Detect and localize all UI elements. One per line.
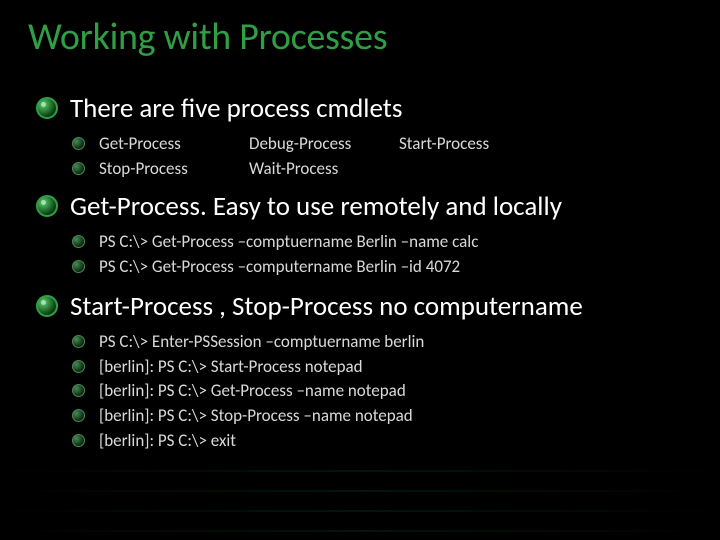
cmdlet-name: Get-Process <box>99 132 249 157</box>
code-line: [berlin]: PS C:\> Get-Process –name note… <box>72 379 424 404</box>
heading-text: There are five process cmdlets <box>70 92 402 125</box>
bullet-icon <box>72 434 85 447</box>
section-heading: Start-Process , Stop-Process no computer… <box>36 290 583 323</box>
bullet-icon <box>72 235 85 248</box>
code-text: PS C:\> Get-Process –computername Berlin… <box>99 256 460 277</box>
decor-line <box>0 530 720 532</box>
code-line: [berlin]: PS C:\> Start-Process notepad <box>72 355 424 380</box>
cmdlet-row: Stop-ProcessWait-Process <box>72 157 549 182</box>
bullet-icon <box>72 335 85 348</box>
code-text: [berlin]: PS C:\> Start-Process notepad <box>99 356 363 377</box>
code-block: PS C:\> Get-Process –comptuername Berlin… <box>72 230 478 279</box>
bullet-icon <box>72 137 85 150</box>
code-line: PS C:\> Get-Process –comptuername Berlin… <box>72 230 478 255</box>
bullet-icon <box>72 360 85 373</box>
code-line: [berlin]: PS C:\> Stop-Process –name not… <box>72 404 424 429</box>
bullet-icon <box>36 295 58 317</box>
bullet-icon <box>72 409 85 422</box>
code-text: PS C:\> Enter-PSSession –comptuername be… <box>99 331 424 352</box>
code-text: [berlin]: PS C:\> exit <box>99 430 236 451</box>
code-line: PS C:\> Enter-PSSession –comptuername be… <box>72 330 424 355</box>
bullet-icon <box>36 97 58 119</box>
cmdlet-name: Debug-Process <box>249 132 399 157</box>
code-text: [berlin]: PS C:\> Get-Process –name note… <box>99 380 406 401</box>
code-text: [berlin]: PS C:\> Stop-Process –name not… <box>99 405 413 426</box>
code-line: PS C:\> Get-Process –computername Berlin… <box>72 255 478 280</box>
slide-title: Working with Processes <box>28 14 387 60</box>
cmdlet-grid: Get-ProcessDebug-ProcessStart-Process St… <box>72 132 549 181</box>
section-heading: Get-Process. Easy to use remotely and lo… <box>36 190 562 223</box>
decor-line <box>0 510 720 512</box>
bullet-icon <box>72 384 85 397</box>
cmdlet-name: Start-Process <box>399 132 549 157</box>
heading-text: Get-Process. Easy to use remotely and lo… <box>70 190 562 223</box>
cmdlet-row: Get-ProcessDebug-ProcessStart-Process <box>72 132 549 157</box>
code-block: PS C:\> Enter-PSSession –comptuername be… <box>72 330 424 453</box>
bullet-icon <box>72 162 85 175</box>
cmdlet-name: Stop-Process <box>99 157 249 182</box>
code-line: [berlin]: PS C:\> exit <box>72 429 424 454</box>
decor-line <box>0 470 720 472</box>
section-heading: There are five process cmdlets <box>36 92 402 125</box>
slide: Working with Processes There are five pr… <box>0 0 720 540</box>
bullet-icon <box>72 260 85 273</box>
cmdlet-name: Wait-Process <box>249 157 399 182</box>
decor-line <box>0 490 720 492</box>
heading-text: Start-Process , Stop-Process no computer… <box>70 290 583 323</box>
bullet-icon <box>36 195 58 217</box>
code-text: PS C:\> Get-Process –comptuername Berlin… <box>99 231 478 252</box>
